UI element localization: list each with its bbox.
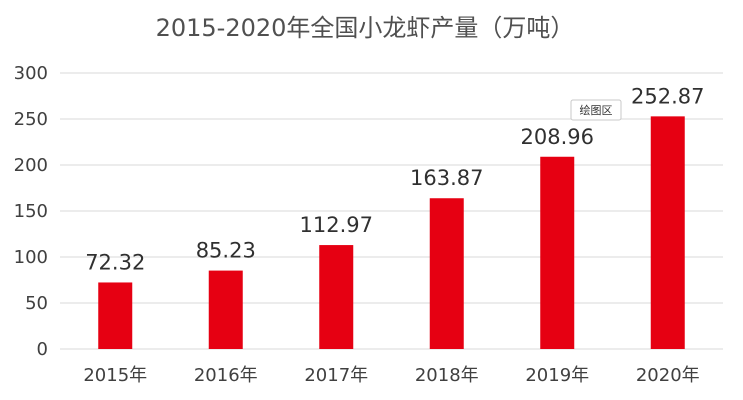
x-axis-categories: 2015年 2016年 2017年 2018年 2019年 2020年 [83, 365, 699, 386]
data-label-1: 85.23 [196, 239, 256, 263]
bar-0[interactable] [98, 282, 133, 349]
gridlines [60, 72, 723, 350]
x-category-label-5: 2020年 [636, 365, 700, 386]
data-label-3: 163.87 [410, 166, 483, 190]
x-category-label-1: 2016年 [194, 365, 258, 386]
tooltip-label: 绘图区 [580, 103, 613, 117]
data-label-2: 112.97 [300, 213, 373, 237]
y-tick-label: 300 [14, 63, 48, 84]
y-axis-ticks: 0 50 100 150 200 250 300 [14, 63, 48, 360]
data-label-4: 208.96 [521, 125, 594, 149]
y-tick-label: 150 [14, 201, 48, 222]
y-tick-label: 250 [14, 109, 48, 130]
bar-5[interactable] [650, 116, 685, 350]
bar-1[interactable] [208, 270, 243, 349]
bar-2[interactable] [319, 245, 354, 349]
y-tick-label: 50 [25, 293, 48, 314]
data-labels: 72.32 85.23 112.97 163.87 208.96 252.87 [85, 84, 704, 274]
y-tick-label: 200 [14, 155, 48, 176]
tooltip-box [570, 99, 622, 121]
data-label-5: 252.87 [631, 84, 704, 108]
y-tick-label: 0 [37, 339, 48, 360]
bars[interactable] [98, 116, 685, 350]
x-category-label-3: 2018年 [415, 365, 479, 386]
data-label-0: 72.32 [85, 250, 145, 274]
x-category-label-2: 2017年 [304, 365, 368, 386]
x-category-label-4: 2019年 [525, 365, 589, 386]
bar-3[interactable] [429, 198, 464, 349]
x-category-label-0: 2015年 [83, 365, 147, 386]
plot-area-tooltip: 绘图区 [570, 99, 622, 121]
chart-title: 2015-2020年全国小龙虾产量（万吨） [156, 14, 575, 42]
y-tick-label: 100 [14, 247, 48, 268]
bar-4[interactable] [540, 156, 575, 349]
